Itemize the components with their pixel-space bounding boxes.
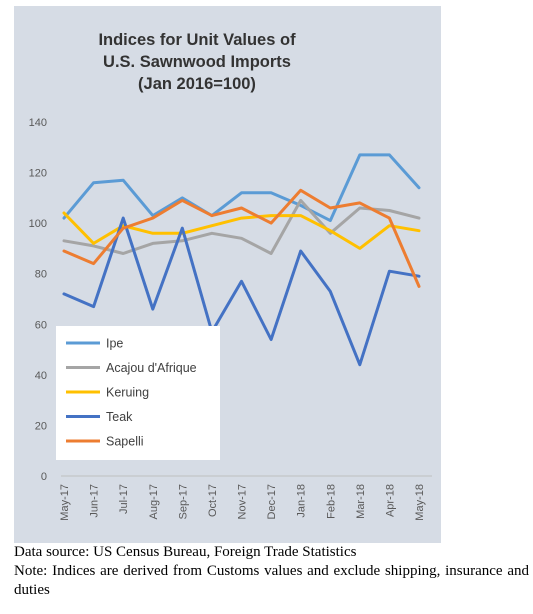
x-tick-label: Mar-18 xyxy=(355,484,367,519)
chart-title-line: (Jan 2016=100) xyxy=(138,75,256,93)
x-tick-label: Sep-17 xyxy=(177,484,189,519)
legend-label: Acajou d'Afrique xyxy=(106,361,197,375)
y-tick-label: 0 xyxy=(41,471,47,483)
legend-label: Keruing xyxy=(106,386,149,400)
chart-title-line: U.S. Sawnwood Imports xyxy=(103,53,291,71)
chart-title-line: Indices for Unit Values of xyxy=(98,31,296,49)
y-tick-label: 120 xyxy=(29,168,47,180)
series-line-teak xyxy=(62,216,421,367)
x-tick-label: Jul-17 xyxy=(118,484,130,514)
line-chart: Indices for Unit Values of U.S. Sawnwood … xyxy=(29,31,432,521)
series-line-ipe xyxy=(62,153,421,223)
footnotes: Data source: US Census Bureau, Foreign T… xyxy=(14,543,529,600)
chart-series xyxy=(62,153,421,367)
legend-label: Ipe xyxy=(106,337,123,351)
chart-panel: Indices for Unit Values of U.S. Sawnwood … xyxy=(14,6,441,543)
x-tick-label: Apr-18 xyxy=(384,484,396,517)
y-tick-label: 40 xyxy=(35,370,47,382)
x-tick-label: Aug-17 xyxy=(148,484,160,519)
legend-label: Sapelli xyxy=(106,435,144,449)
series-line-acajou-d-afrique xyxy=(62,198,421,255)
x-tick-label: Jan-18 xyxy=(296,484,308,518)
chart-axes: 0 20 40 60 80 100 120 140 May-17 Jun-17 Jul-17 Aug-… xyxy=(29,117,432,521)
x-tick-label: Nov-17 xyxy=(237,484,249,519)
y-tick-label: 80 xyxy=(35,269,47,281)
chart-title: Indices for Unit Values of U.S. Sawnwood … xyxy=(98,31,296,93)
x-tick-label: Feb-18 xyxy=(325,484,337,519)
chart-legend: Ipe Acajou d'Afrique Keruing Teak Sapelli xyxy=(56,326,220,460)
legend-label: Teak xyxy=(106,410,133,424)
methodology-note: Note: Indices are derived from Customs v… xyxy=(14,563,529,598)
x-tick-label: May-17 xyxy=(59,484,71,521)
x-tick-label: May-18 xyxy=(414,484,426,521)
y-tick-label: 100 xyxy=(29,218,47,230)
y-tick-label: 140 xyxy=(29,117,47,129)
y-tick-label: 20 xyxy=(35,420,47,432)
x-tick-label: Jun-17 xyxy=(89,484,101,518)
x-tick-label: Dec-17 xyxy=(266,484,278,519)
x-tick-label: Oct-17 xyxy=(207,484,219,517)
series-line-keruing xyxy=(62,211,421,250)
y-tick-label: 60 xyxy=(35,319,47,331)
series-line-sapelli xyxy=(62,188,421,288)
data-source-note: Data source: US Census Bureau, Foreign T… xyxy=(14,544,357,560)
